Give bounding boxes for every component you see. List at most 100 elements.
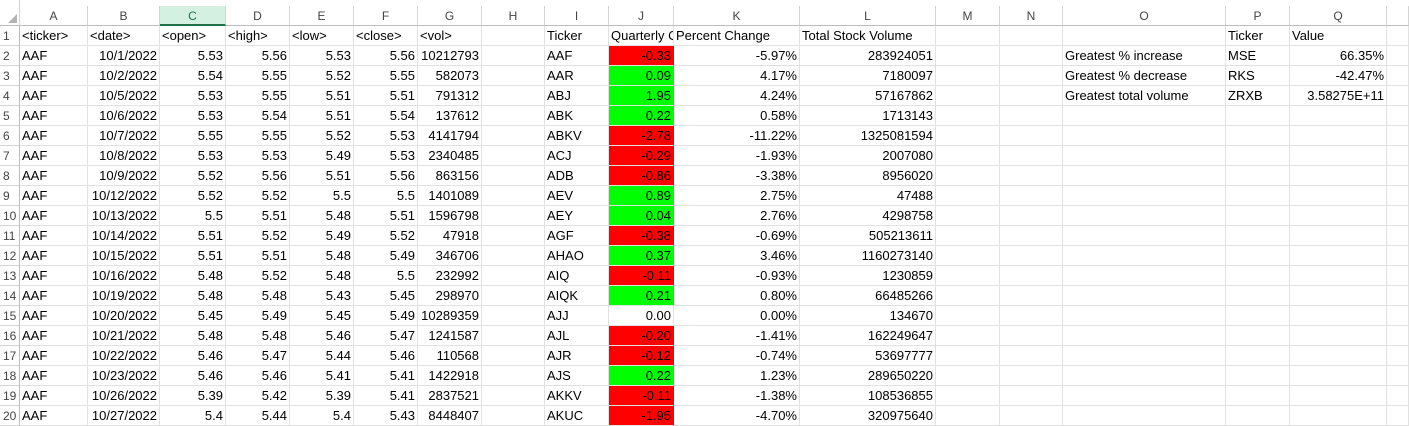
- summary-percent-cell[interactable]: -0.69%: [674, 226, 800, 246]
- grid-cell[interactable]: [1290, 146, 1387, 166]
- select-all-corner[interactable]: [0, 0, 20, 26]
- raw-data-cell[interactable]: 1241587: [418, 326, 482, 346]
- grid-cell[interactable]: [936, 286, 1000, 306]
- summary-volume-cell[interactable]: 162249647: [800, 326, 936, 346]
- grid-cell[interactable]: [1000, 246, 1063, 266]
- grid-cell[interactable]: [1000, 286, 1063, 306]
- summary-percent-cell[interactable]: -11.22%: [674, 126, 800, 146]
- raw-data-cell[interactable]: 10/14/2022: [88, 226, 160, 246]
- summary-percent-cell[interactable]: 3.46%: [674, 246, 800, 266]
- grid-cell[interactable]: [1063, 226, 1226, 246]
- raw-data-cell[interactable]: 5.5: [290, 186, 354, 206]
- raw-header-cell[interactable]: <ticker>: [20, 26, 88, 46]
- raw-data-cell[interactable]: 5.51: [290, 166, 354, 186]
- summary-ticker-cell[interactable]: AEV: [545, 186, 609, 206]
- grid-cell[interactable]: [936, 226, 1000, 246]
- raw-data-cell[interactable]: 5.45: [290, 306, 354, 326]
- raw-data-cell[interactable]: AAF: [20, 126, 88, 146]
- grid-cell[interactable]: [482, 306, 545, 326]
- raw-data-cell[interactable]: 5.46: [160, 346, 226, 366]
- summary-ticker-cell[interactable]: AKUC: [545, 406, 609, 426]
- greatest-header-ticker[interactable]: Ticker: [1226, 26, 1290, 46]
- raw-data-cell[interactable]: AAF: [20, 306, 88, 326]
- raw-data-cell[interactable]: 5.51: [160, 246, 226, 266]
- greatest-value-cell[interactable]: 66.35%: [1290, 46, 1387, 66]
- grid-cell[interactable]: [1290, 306, 1387, 326]
- row-header[interactable]: 13: [0, 266, 20, 286]
- grid-cell[interactable]: [1290, 346, 1387, 366]
- grid-cell[interactable]: [1387, 106, 1409, 126]
- column-header-partial[interactable]: [1387, 6, 1409, 26]
- raw-data-cell[interactable]: 5.52: [290, 66, 354, 86]
- grid-cell[interactable]: [1000, 366, 1063, 386]
- raw-data-cell[interactable]: 5.56: [226, 166, 290, 186]
- raw-data-cell[interactable]: 5.53: [160, 146, 226, 166]
- column-header-k[interactable]: K: [674, 6, 800, 26]
- raw-data-cell[interactable]: 5.48: [226, 286, 290, 306]
- grid-cell[interactable]: [1000, 266, 1063, 286]
- grid-cell[interactable]: [1063, 286, 1226, 306]
- grid-cell[interactable]: [1290, 406, 1387, 426]
- raw-data-cell[interactable]: 5.46: [354, 346, 418, 366]
- raw-data-cell[interactable]: 5.39: [290, 386, 354, 406]
- grid-cell[interactable]: [1290, 126, 1387, 146]
- summary-percent-cell[interactable]: 0.80%: [674, 286, 800, 306]
- grid-cell[interactable]: [482, 226, 545, 246]
- row-header[interactable]: 11: [0, 226, 20, 246]
- summary-volume-cell[interactable]: 53697777: [800, 346, 936, 366]
- raw-header-cell[interactable]: <date>: [88, 26, 160, 46]
- raw-data-cell[interactable]: 1596798: [418, 206, 482, 226]
- raw-data-cell[interactable]: 10/27/2022: [88, 406, 160, 426]
- raw-data-cell[interactable]: 47918: [418, 226, 482, 246]
- summary-ticker-cell[interactable]: ABK: [545, 106, 609, 126]
- raw-data-cell[interactable]: 5.55: [354, 66, 418, 86]
- grid-cell[interactable]: [1063, 246, 1226, 266]
- raw-data-cell[interactable]: 5.44: [226, 406, 290, 426]
- raw-data-cell[interactable]: 5.52: [226, 226, 290, 246]
- raw-data-cell[interactable]: 5.49: [354, 246, 418, 266]
- grid-cell[interactable]: [1063, 146, 1226, 166]
- grid-cell[interactable]: [482, 126, 545, 146]
- summary-change-cell[interactable]: 0.22: [609, 106, 674, 126]
- grid-cell[interactable]: [936, 206, 1000, 226]
- row-header[interactable]: 15: [0, 306, 20, 326]
- raw-data-cell[interactable]: 5.51: [290, 106, 354, 126]
- grid-cell[interactable]: [1290, 326, 1387, 346]
- summary-percent-cell[interactable]: -0.74%: [674, 346, 800, 366]
- grid-cell[interactable]: [1387, 166, 1409, 186]
- raw-data-cell[interactable]: 10/21/2022: [88, 326, 160, 346]
- grid-cell[interactable]: [1000, 66, 1063, 86]
- grid-cell[interactable]: [1000, 386, 1063, 406]
- grid-cell[interactable]: [482, 406, 545, 426]
- raw-data-cell[interactable]: 5.45: [354, 286, 418, 306]
- raw-data-cell[interactable]: 5.53: [160, 46, 226, 66]
- raw-data-cell[interactable]: AAF: [20, 206, 88, 226]
- summary-volume-cell[interactable]: 4298758: [800, 206, 936, 226]
- raw-data-cell[interactable]: AAF: [20, 86, 88, 106]
- summary-volume-cell[interactable]: 8956020: [800, 166, 936, 186]
- grid-cell[interactable]: [1226, 326, 1290, 346]
- grid-cell[interactable]: [482, 26, 545, 46]
- summary-percent-cell[interactable]: -1.41%: [674, 326, 800, 346]
- row-header[interactable]: 8: [0, 166, 20, 186]
- raw-data-cell[interactable]: AAF: [20, 406, 88, 426]
- grid-cell[interactable]: [1387, 346, 1409, 366]
- column-header-j[interactable]: J: [609, 6, 674, 26]
- summary-ticker-cell[interactable]: AHAO: [545, 246, 609, 266]
- grid-cell[interactable]: [1000, 86, 1063, 106]
- summary-volume-cell[interactable]: 66485266: [800, 286, 936, 306]
- raw-data-cell[interactable]: 5.54: [354, 106, 418, 126]
- summary-percent-cell[interactable]: -4.70%: [674, 406, 800, 426]
- row-header[interactable]: 16: [0, 326, 20, 346]
- raw-data-cell[interactable]: 10/13/2022: [88, 206, 160, 226]
- raw-data-cell[interactable]: 10/22/2022: [88, 346, 160, 366]
- grid-cell[interactable]: [482, 186, 545, 206]
- raw-data-cell[interactable]: 5.49: [290, 226, 354, 246]
- raw-data-cell[interactable]: 5.39: [160, 386, 226, 406]
- summary-volume-cell[interactable]: 1230859: [800, 266, 936, 286]
- grid-cell[interactable]: [1290, 206, 1387, 226]
- grid-cell[interactable]: [1000, 406, 1063, 426]
- row-header[interactable]: 6: [0, 126, 20, 146]
- column-header-l[interactable]: L: [800, 6, 936, 26]
- grid-cell[interactable]: [1387, 326, 1409, 346]
